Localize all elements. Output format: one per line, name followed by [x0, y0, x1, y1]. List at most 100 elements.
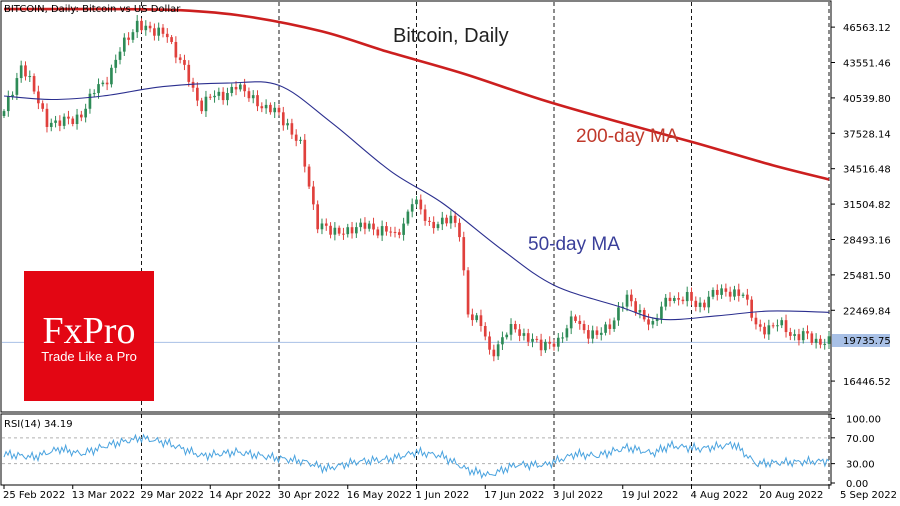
candle [462, 237, 466, 271]
candle [556, 337, 560, 347]
y-axis: 46563.12 43551.46 40539.80 37528.14 34516.48… [831, 23, 891, 490]
candle [827, 336, 831, 344]
candle [432, 221, 436, 229]
candle [642, 309, 646, 320]
current-price-badge: 19735.75 [832, 334, 891, 347]
candle [797, 334, 801, 341]
y-tick-label: 22469.84 [843, 306, 891, 317]
candle [677, 298, 680, 300]
candle [294, 134, 298, 141]
x-axis: 25 Feb 2022 13 Mar 2022 29 Mar 2022 14 Apr … [3, 485, 897, 501]
candle [814, 338, 818, 343]
candle [316, 204, 320, 230]
candle [299, 139, 302, 141]
candle [711, 289, 715, 297]
candle [213, 95, 216, 98]
candle [746, 294, 749, 300]
candle [793, 334, 796, 336]
candle [359, 222, 362, 228]
candle [380, 226, 384, 236]
candle [290, 123, 294, 135]
candle [264, 104, 268, 109]
y-tick-label: 31504.82 [843, 200, 891, 211]
candle [445, 217, 448, 224]
candle [45, 108, 49, 127]
candle [333, 227, 337, 235]
candle [625, 294, 629, 307]
candle [62, 116, 66, 126]
candle [337, 227, 341, 234]
x-tick-label: 3 Jul 2022 [553, 490, 603, 501]
y-tick-label: 46563.12 [843, 23, 891, 34]
rsi-y-tick-label: 30.00 [846, 460, 875, 471]
candle [754, 317, 758, 325]
candle [402, 223, 405, 235]
candle [488, 336, 491, 350]
candle [122, 37, 126, 52]
y-tick-label: 40539.80 [843, 94, 891, 105]
candle [664, 297, 668, 307]
candle [41, 103, 45, 109]
candle [80, 114, 83, 118]
candle [694, 300, 698, 307]
candle [552, 343, 556, 347]
candle [397, 232, 401, 235]
candle [376, 229, 380, 236]
candle [728, 291, 732, 297]
chart-header: BITCOIN, Daily: Bitcoin vs US Dollar [4, 4, 181, 15]
candle [810, 333, 814, 343]
candle [492, 349, 496, 357]
x-tick-label: 30 Apr 2022 [278, 490, 340, 501]
candle [587, 330, 590, 339]
candle [651, 321, 655, 325]
x-tick-label: 25 Feb 2022 [3, 490, 65, 501]
candle [599, 332, 603, 335]
x-tick-label: 1 Jun 2022 [416, 490, 470, 501]
candle [247, 91, 251, 99]
candle [127, 37, 130, 40]
candle [256, 95, 259, 107]
candle [638, 309, 642, 313]
candle [698, 302, 702, 307]
candle [419, 199, 423, 210]
candle [453, 215, 457, 223]
candle [110, 67, 113, 85]
candle [6, 96, 10, 112]
candle [324, 223, 328, 226]
candle [513, 323, 517, 330]
rsi-layer [2, 433, 830, 480]
candle [612, 320, 616, 329]
candle [415, 199, 418, 205]
candle [269, 104, 272, 113]
y-tick-label: 28493.16 [843, 235, 891, 246]
candle [307, 166, 311, 187]
candle [496, 344, 500, 357]
candle [273, 107, 277, 113]
candle [561, 337, 564, 339]
candle [178, 57, 182, 60]
candle [15, 78, 19, 95]
candle [161, 27, 165, 34]
candle [531, 338, 534, 342]
candle [355, 227, 358, 234]
candle [196, 87, 199, 101]
candle [234, 86, 238, 90]
candle [617, 307, 620, 321]
candle [238, 84, 242, 90]
candle [522, 333, 526, 336]
candle [148, 25, 152, 29]
rsi-y-tick-label: 70.00 [846, 434, 875, 445]
candle [720, 288, 723, 295]
candle [251, 95, 255, 99]
candle [346, 227, 350, 235]
candle [703, 302, 706, 308]
candle [131, 32, 135, 40]
candle [350, 227, 354, 234]
candle [71, 118, 75, 125]
candle [11, 94, 14, 97]
candle [221, 91, 225, 101]
candle [260, 106, 264, 109]
candle [440, 217, 444, 225]
x-tick-label: 13 Mar 2022 [72, 490, 135, 501]
